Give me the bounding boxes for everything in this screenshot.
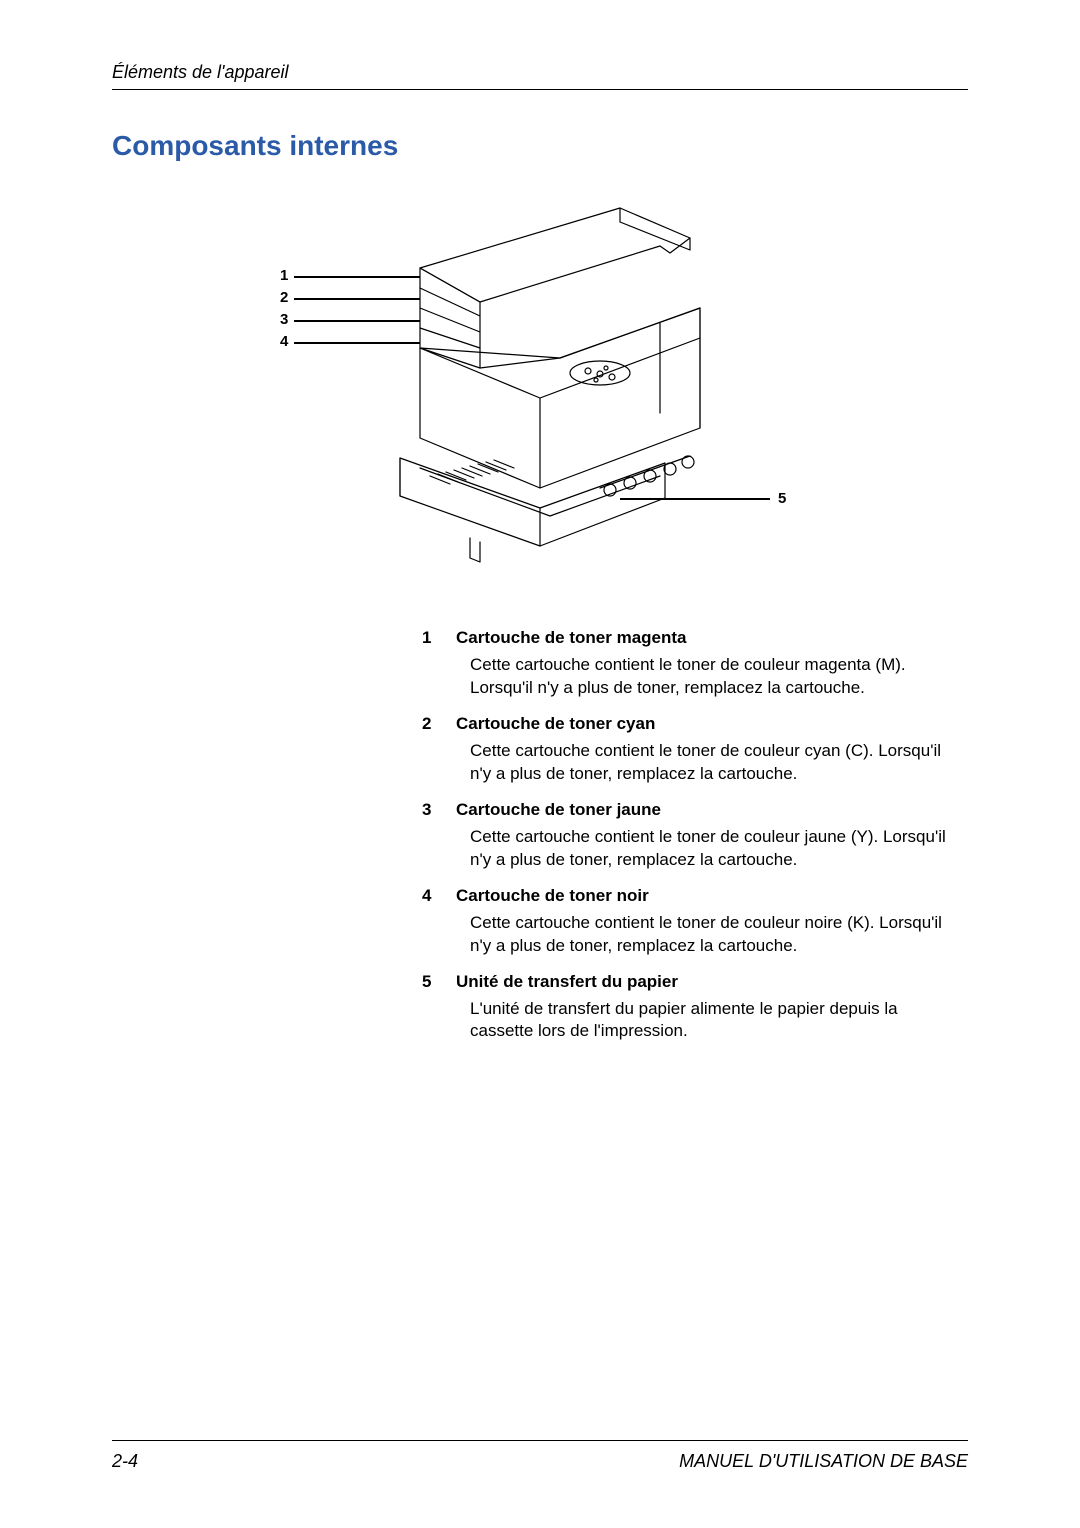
item-title: Cartouche de toner cyan xyxy=(456,714,655,734)
list-item: 3 Cartouche de toner jaune Cette cartouc… xyxy=(422,800,962,872)
item-title: Cartouche de toner jaune xyxy=(456,800,661,820)
printer-figure: 1 2 3 4 5 xyxy=(280,198,800,598)
component-list: 1 Cartouche de toner magenta Cette carto… xyxy=(422,628,962,1043)
item-description: Cette cartouche contient le toner de cou… xyxy=(470,654,962,700)
list-item: 5 Unité de transfert du papier L'unité d… xyxy=(422,972,962,1044)
item-description: L'unité de transfert du papier alimente … xyxy=(470,998,962,1044)
item-title: Unité de transfert du papier xyxy=(456,972,678,992)
item-number: 4 xyxy=(422,886,456,906)
item-number: 3 xyxy=(422,800,456,820)
callout-4: 4 xyxy=(280,333,288,350)
callout-1: 1 xyxy=(280,267,288,284)
callout-2: 2 xyxy=(280,289,288,306)
callout-5: 5 xyxy=(778,490,786,507)
item-number: 5 xyxy=(422,972,456,992)
item-description: Cette cartouche contient le toner de cou… xyxy=(470,826,962,872)
item-title: Cartouche de toner noir xyxy=(456,886,649,906)
callout-3: 3 xyxy=(280,311,288,328)
header-rule xyxy=(112,89,968,90)
figure-container: 1 2 3 4 5 xyxy=(112,198,968,598)
list-item: 2 Cartouche de toner cyan Cette cartouch… xyxy=(422,714,962,786)
page-number: 2-4 xyxy=(112,1451,138,1472)
item-number: 2 xyxy=(422,714,456,734)
item-description: Cette cartouche contient le toner de cou… xyxy=(470,740,962,786)
item-title: Cartouche de toner magenta xyxy=(456,628,687,648)
item-description: Cette cartouche contient le toner de cou… xyxy=(470,912,962,958)
section-title: Composants internes xyxy=(112,130,968,162)
running-header: Éléments de l'appareil xyxy=(112,62,968,83)
list-item: 1 Cartouche de toner magenta Cette carto… xyxy=(422,628,962,700)
printer-illustration xyxy=(360,198,760,588)
list-item: 4 Cartouche de toner noir Cette cartouch… xyxy=(422,886,962,958)
footer-rule xyxy=(112,1440,968,1441)
item-number: 1 xyxy=(422,628,456,648)
manual-title: MANUEL D'UTILISATION DE BASE xyxy=(679,1451,968,1472)
page-footer: 2-4 MANUEL D'UTILISATION DE BASE xyxy=(112,1440,968,1472)
